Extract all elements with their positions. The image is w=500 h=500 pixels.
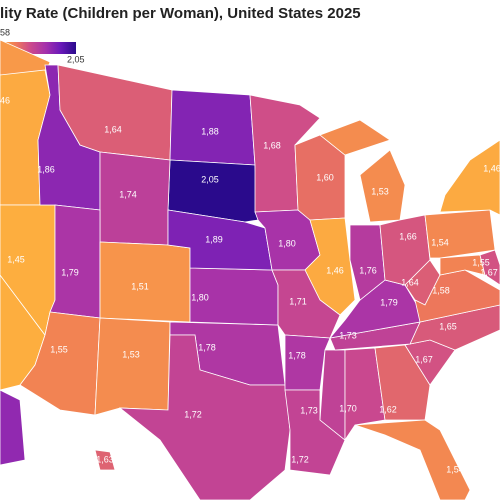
state-label: 1,67 xyxy=(480,267,498,277)
state xyxy=(167,209,273,271)
state-label: 1,73 xyxy=(300,405,318,415)
map-title: lity Rate (Children per Woman), United S… xyxy=(0,5,361,22)
state-label: 1,74 xyxy=(119,189,137,199)
state xyxy=(94,317,171,416)
state-label: 1,70 xyxy=(339,403,357,413)
state xyxy=(49,204,101,319)
state-label: 2,05 xyxy=(201,174,219,184)
state-label: 1,54 xyxy=(446,464,464,474)
state-label: 1,79 xyxy=(61,267,79,277)
legend-low-label: 58 xyxy=(0,27,10,37)
state-label: 1,63 xyxy=(96,454,114,464)
state xyxy=(284,334,331,391)
state xyxy=(349,224,386,301)
states xyxy=(0,39,500,500)
state-label: 1,78 xyxy=(198,342,216,352)
legend-high-label: 2,05 xyxy=(67,54,85,64)
state-label: 1,64 xyxy=(104,124,122,134)
state xyxy=(414,269,500,323)
state-label: 1,51 xyxy=(131,281,149,291)
state-label: 1,46 xyxy=(326,265,344,275)
state-label: 1,58 xyxy=(432,285,450,295)
state xyxy=(439,254,486,276)
state xyxy=(94,449,116,471)
state xyxy=(424,209,496,259)
state-label: 1,55 xyxy=(472,257,490,267)
state xyxy=(344,347,386,442)
state-label: 1,72 xyxy=(184,409,202,419)
state xyxy=(118,334,291,500)
state-label: 1,78 xyxy=(288,350,306,360)
state-label: 46 xyxy=(0,95,10,105)
state-label: 1,66 xyxy=(399,231,417,241)
state-label: 1,80 xyxy=(191,292,209,302)
state-label: 1,46 xyxy=(483,163,500,173)
state-label: 1,60 xyxy=(316,172,334,182)
state-label: 1,53 xyxy=(371,186,389,196)
state-label: 1,89 xyxy=(205,234,223,244)
state xyxy=(284,389,346,476)
state-label: 1,88 xyxy=(201,126,219,136)
state-label: 1,68 xyxy=(263,140,281,150)
state xyxy=(354,419,471,500)
state-label: 1,64 xyxy=(401,277,419,287)
state-label: 1,67 xyxy=(415,354,433,364)
state xyxy=(439,139,500,216)
state-label: 1,72 xyxy=(291,454,309,464)
state-label: 1,76 xyxy=(359,265,377,275)
state-label: 1,71 xyxy=(289,296,307,306)
state-label: 1,55 xyxy=(50,344,68,354)
state-label: 1,73 xyxy=(339,330,357,340)
state xyxy=(319,119,406,223)
state-label: 1,53 xyxy=(122,349,140,359)
state xyxy=(0,389,26,466)
state-label: 1,45 xyxy=(7,254,25,264)
state-label: 1,54 xyxy=(431,237,449,247)
state-label: 1,62 xyxy=(379,404,397,414)
state-label: 1,79 xyxy=(380,297,398,307)
state-label: 1,80 xyxy=(278,238,296,248)
labels: 461,451,861,64 1,882,051,741,791,511,55 1,… xyxy=(0,95,500,474)
state-label: 1,86 xyxy=(37,164,55,174)
state-label: 1,65 xyxy=(439,321,457,331)
state xyxy=(479,249,500,286)
